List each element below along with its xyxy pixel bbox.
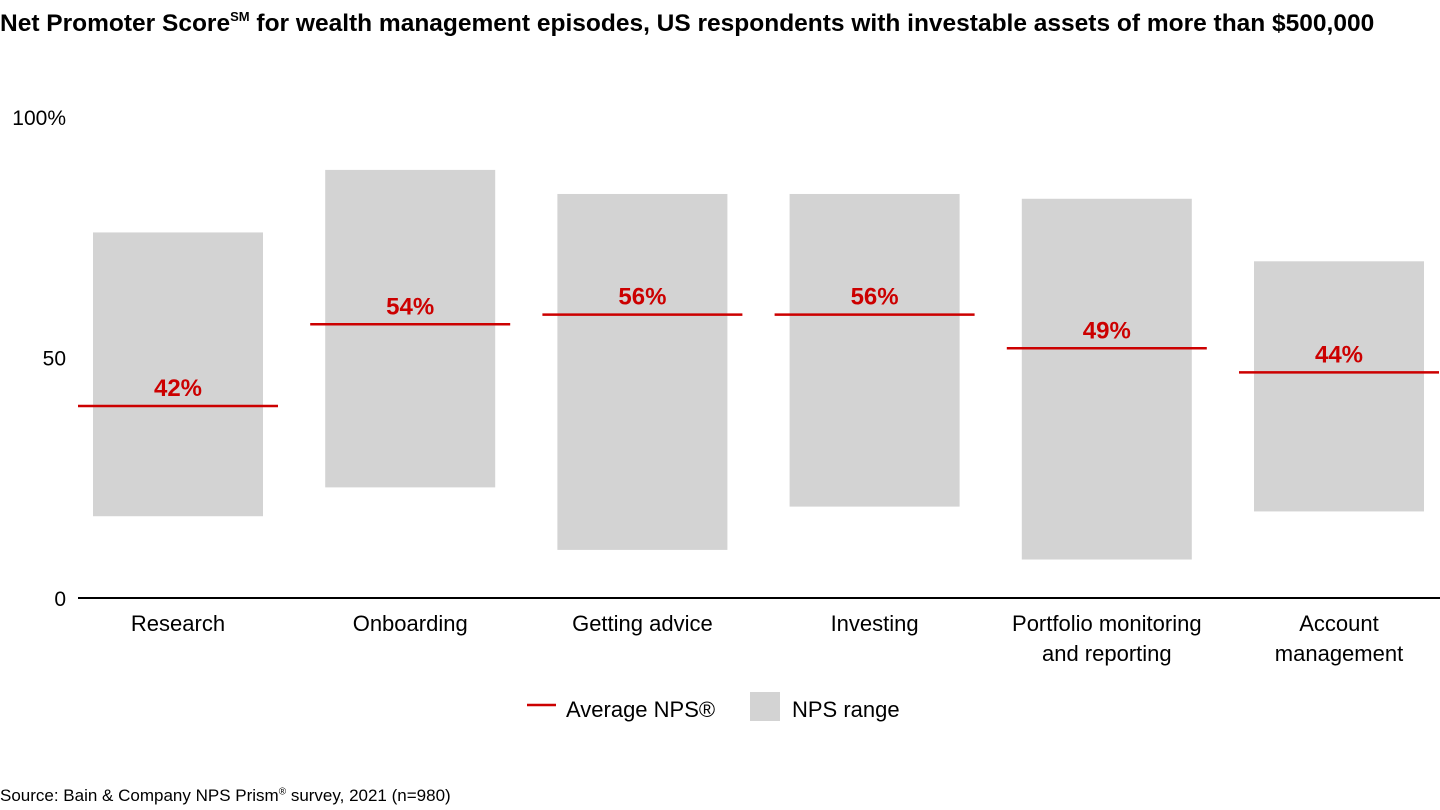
chart-title: Net Promoter ScoreSM for wealth manageme…: [0, 9, 1375, 37]
average-label: 44%: [1315, 341, 1363, 368]
y-tick-label: 0: [54, 588, 66, 611]
category-label: Account: [1299, 611, 1379, 636]
average-label: 56%: [618, 284, 666, 311]
range-bar: [93, 232, 263, 517]
range-bar: [557, 193, 728, 550]
average-label: 54%: [386, 293, 434, 320]
legend-average-label: Average NPS®: [566, 697, 715, 722]
range-bar: [789, 193, 960, 507]
average-label: 56%: [851, 284, 899, 311]
category-label: Investing: [831, 611, 919, 636]
range-bar: [1254, 261, 1424, 512]
category-label: Research: [131, 611, 225, 636]
range-bar: [325, 169, 496, 488]
category-label: Getting advice: [572, 611, 713, 636]
legend-range-label: NPS range: [792, 697, 900, 722]
y-tick-label: 50: [43, 348, 66, 371]
average-label: 42%: [154, 375, 202, 402]
average-label: 49%: [1083, 317, 1131, 344]
category-label: and reporting: [1042, 641, 1172, 666]
y-tick-label: 100%: [12, 107, 66, 130]
legend-range-swatch: [750, 692, 780, 721]
range-bar: [1021, 198, 1192, 560]
category-label: management: [1275, 641, 1403, 666]
category-label: Onboarding: [353, 611, 468, 636]
chart: 42% Research 54% Onboarding 56% Getting advic…: [12, 107, 1440, 722]
category-label: Portfolio monitoring: [1012, 611, 1202, 636]
source-note: Source: Bain & Company NPS Prism® survey…: [0, 786, 451, 805]
